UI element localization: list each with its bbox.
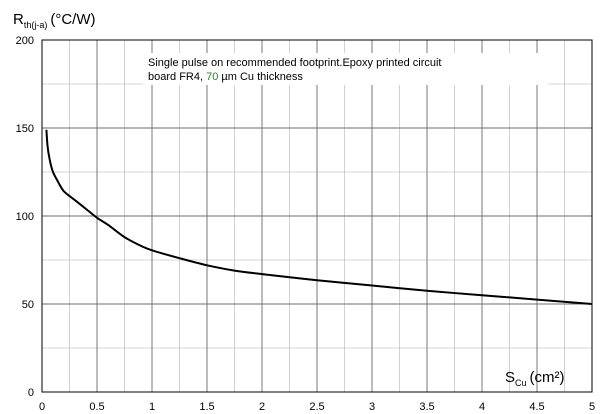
y-tick-label: 100 <box>16 211 34 223</box>
x-tick-label: 1 <box>149 401 155 413</box>
x-tick-label: 3.5 <box>419 401 434 413</box>
annotation-text-a: board FR4, <box>148 71 206 83</box>
x-tick-label: 2.5 <box>309 401 324 413</box>
annotation-line-1: Single pulse on recommended footprint.Ep… <box>148 57 442 69</box>
y-axis-title-sub: th(j-a) <box>24 20 48 30</box>
x-axis-title: SCu (cm²) <box>505 369 565 388</box>
y-tick-labels: 0 50 100 150 200 <box>16 35 34 399</box>
annotation-text-c: µm Cu thickness <box>218 71 303 83</box>
y-tick-label: 150 <box>16 123 34 135</box>
annotation-box: Single pulse on recommended footprint.Ep… <box>143 53 548 85</box>
annotation-line-2: board FR4, 70 µm Cu thickness <box>148 71 303 83</box>
x-axis-title-main: S <box>505 369 515 386</box>
plot-frame <box>41 39 593 393</box>
y-tick-label: 0 <box>28 387 34 399</box>
x-tick-labels: 0 0.5 1 1.5 2 2.5 3 3.5 4 4.5 5 <box>39 401 595 413</box>
y-tick-label: 50 <box>22 299 34 311</box>
x-tick-label: 4.5 <box>529 401 544 413</box>
y-axis-title: Rth(j-a) (°C/W) <box>13 11 96 30</box>
x-tick-label: 0 <box>39 401 45 413</box>
x-tick-label: 0.5 <box>89 401 104 413</box>
series-line <box>45 129 593 305</box>
x-tick-label: 3 <box>369 401 375 413</box>
x-tick-label: 2 <box>259 401 265 413</box>
x-tick-label: 4 <box>479 401 485 413</box>
y-axis-title-main: R <box>13 11 24 28</box>
x-tick-label: 1.5 <box>199 401 214 413</box>
annotation-thickness-value: 70 <box>206 71 218 83</box>
x-axis-title-sub: Cu <box>515 378 527 388</box>
y-axis-title-unit: (°C/W) <box>50 11 95 28</box>
x-tick-label: 5 <box>589 401 595 413</box>
x-axis-title-unit: (cm²) <box>530 369 565 386</box>
y-tick-label: 200 <box>16 35 34 47</box>
